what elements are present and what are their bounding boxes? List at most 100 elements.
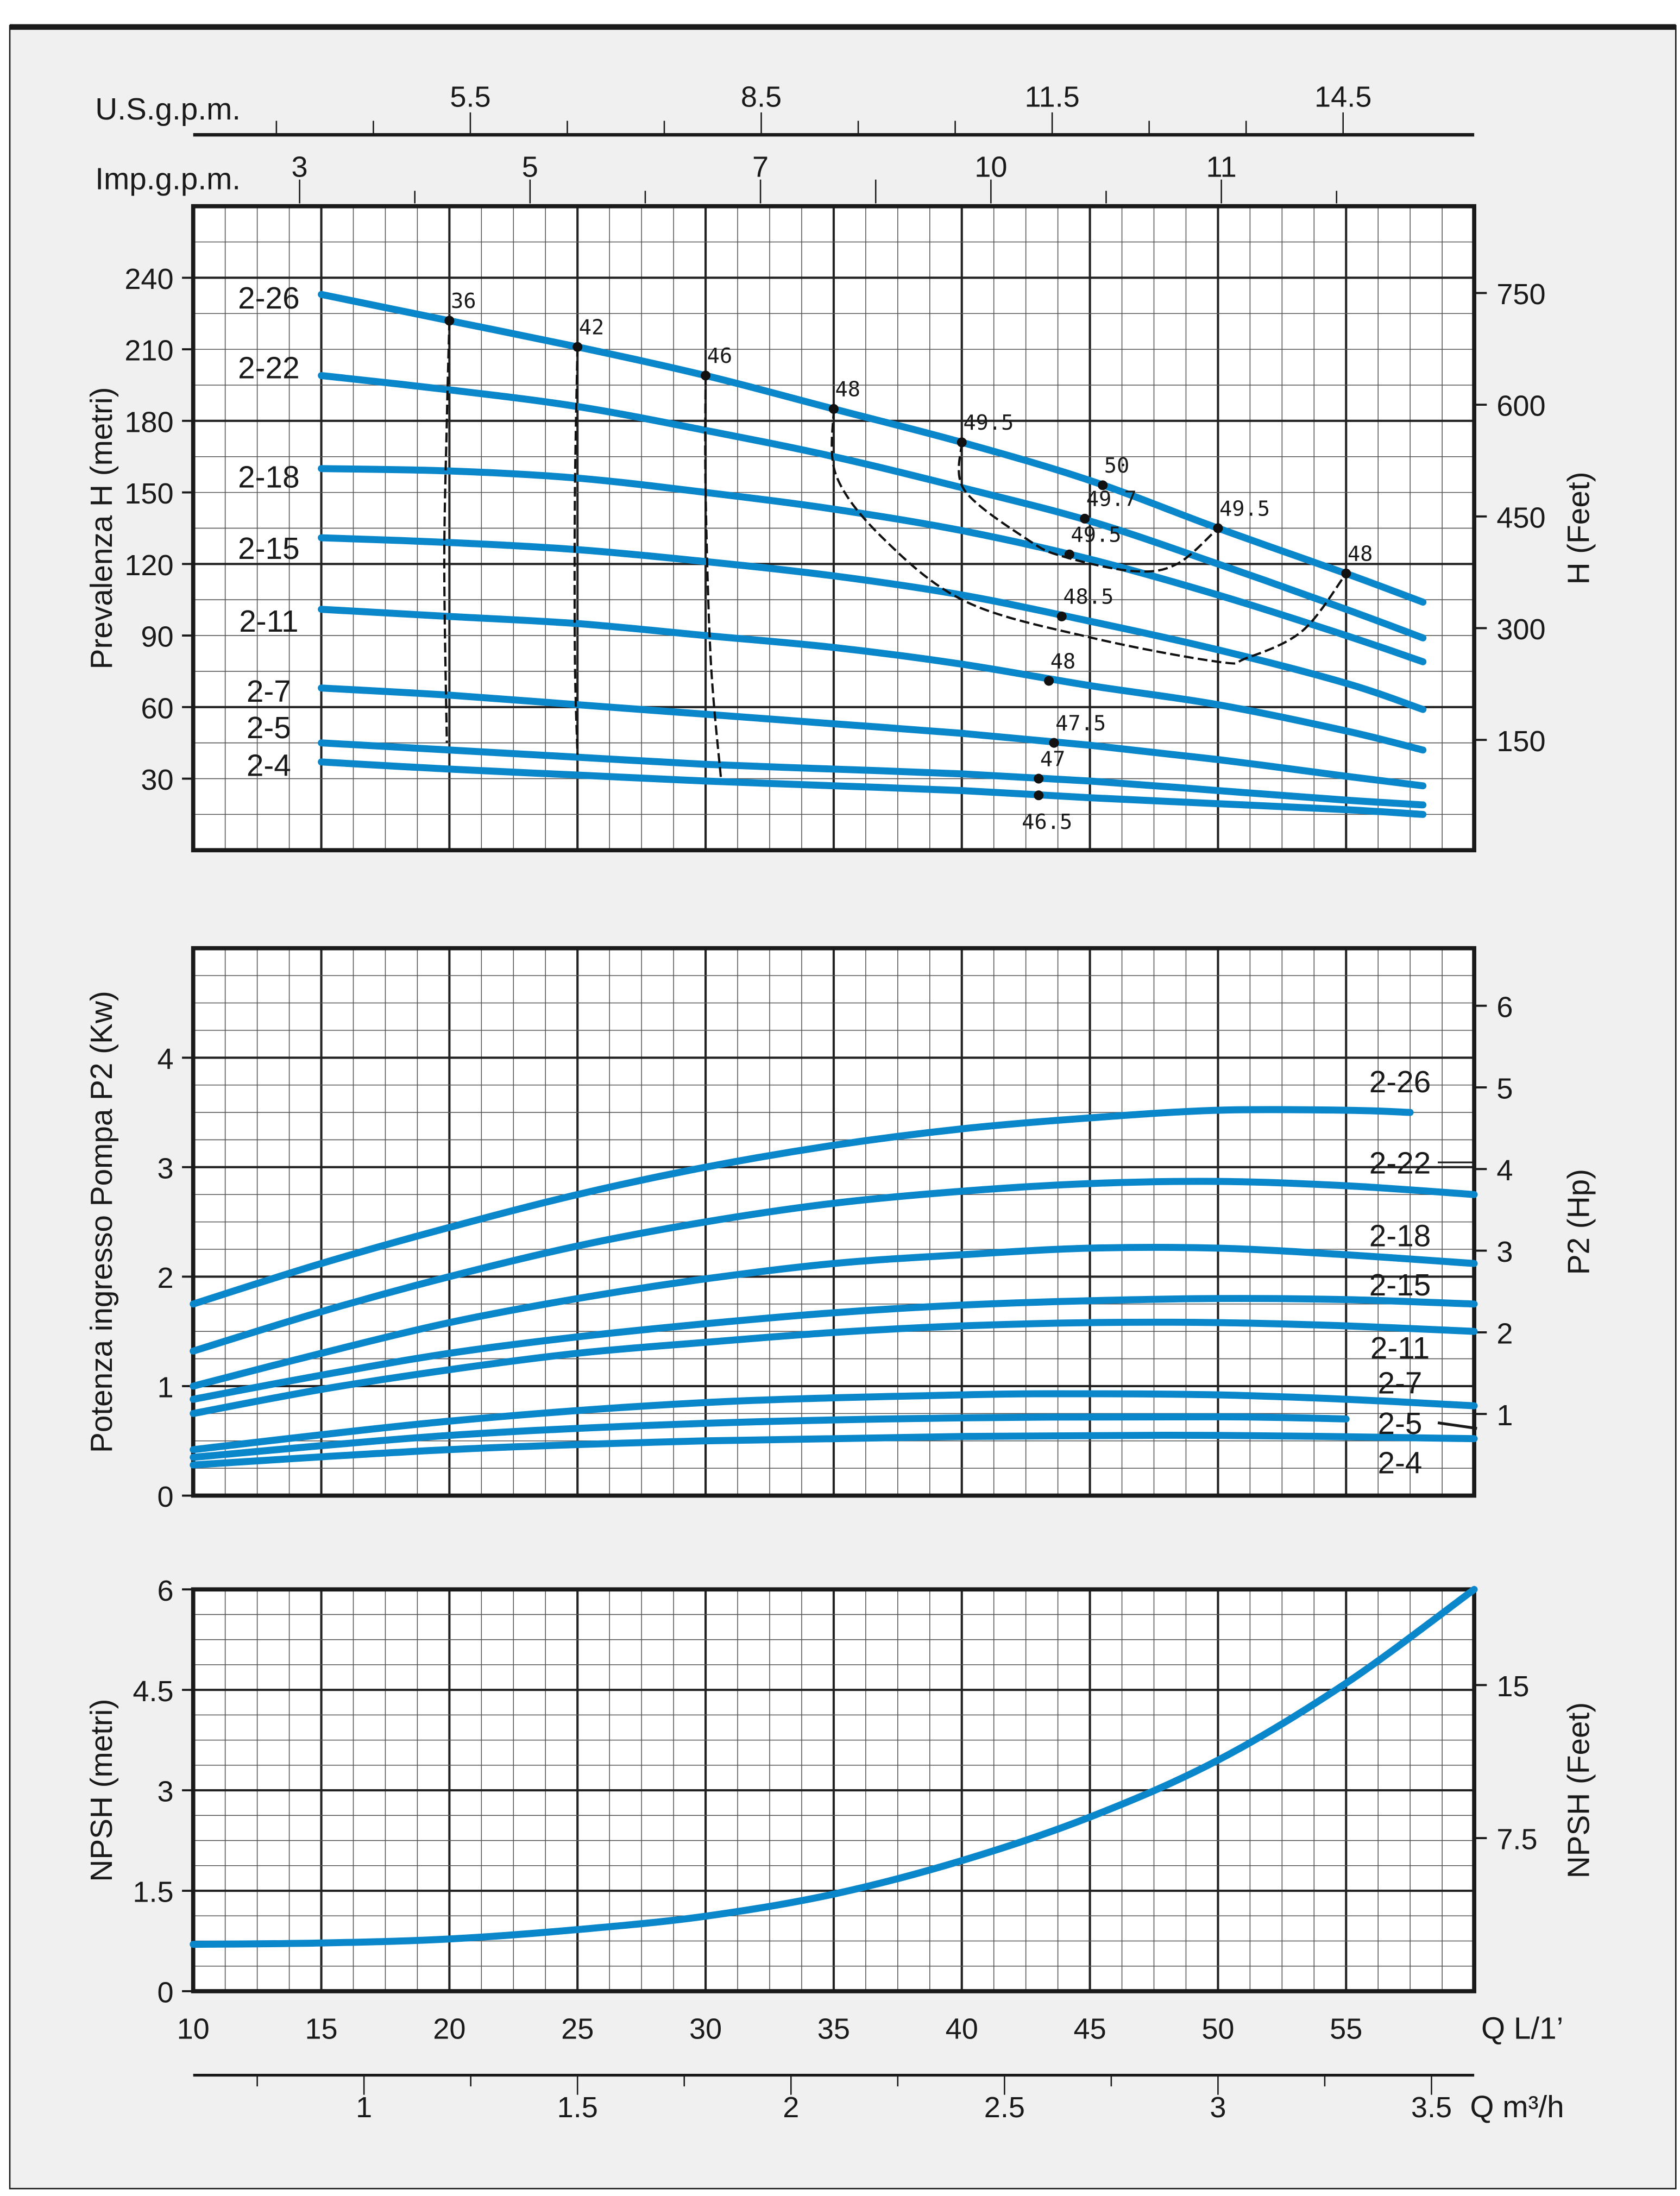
efficiency-point: [1341, 568, 1351, 578]
efficiency-label: 49.5: [1219, 496, 1270, 521]
efficiency-label: 49.7: [1086, 487, 1137, 512]
iso-efficiency-curve: [958, 442, 1219, 573]
curve-2-11: [190, 1318, 1478, 1417]
y2-tick-label: 6: [1496, 991, 1513, 1023]
efficiency-label: 48: [1348, 542, 1373, 567]
y-tick-label: 90: [141, 621, 173, 653]
curve-2-5: [190, 1413, 1350, 1461]
q-m3h-axis-title: Q m³/h: [1470, 2090, 1564, 2124]
q-lmin-tick-label: 40: [946, 2013, 978, 2046]
series-label: 2-11: [239, 605, 298, 639]
y-tick-label: 60: [141, 692, 173, 725]
efficiency-label: 48: [1050, 649, 1076, 674]
y2-axis-title: NPSH (Feet): [1562, 1702, 1596, 1878]
curve-2-11: [318, 606, 1427, 754]
imp-gpm-tick-label: 5: [522, 151, 538, 184]
y2-tick-label: 7.5: [1496, 1823, 1537, 1856]
series-label: 2-15: [238, 532, 299, 566]
imp-gpm-tick-label: 10: [974, 151, 1007, 184]
iso-efficiency-curve: [573, 347, 579, 755]
efficiency-point: [1080, 513, 1090, 524]
y-tick-label: 180: [124, 406, 173, 438]
y2-axis-title: P2 (Hp): [1562, 1169, 1596, 1275]
y-tick-label: 120: [124, 549, 173, 582]
y-tick-label: 6: [158, 1575, 174, 1607]
q-lmin-tick-label: 20: [433, 2013, 465, 2046]
curve-2-7: [318, 684, 1427, 790]
y2-tick-label: 150: [1496, 725, 1545, 758]
efficiency-point: [1044, 676, 1054, 686]
y2-tick-label: 1: [1496, 1399, 1513, 1432]
curve-2-18: [190, 1244, 1478, 1390]
y2-tick-label: 2: [1496, 1318, 1513, 1350]
series-label: 2-18: [238, 461, 299, 495]
efficiency-point: [1098, 480, 1108, 490]
curve-2-4: [190, 1431, 1478, 1469]
y-tick-label: 1.5: [133, 1876, 173, 1909]
efficiency-label: 47: [1040, 747, 1066, 771]
series-label: 2-26: [238, 281, 299, 316]
y-tick-label: 240: [124, 263, 173, 295]
imp-gpm-tick-label: 3: [292, 151, 308, 184]
series-label: 2-15: [1369, 1268, 1431, 1303]
efficiency-point: [701, 370, 711, 381]
q-lmin-tick-label: 15: [305, 2013, 337, 2046]
imp-gpm-tick-label: 7: [752, 151, 769, 184]
curve-2-22: [318, 372, 1427, 641]
us-gpm-tick-label: 14.5: [1314, 81, 1371, 114]
efficiency-label: 48: [835, 377, 860, 402]
y-axis-title: Potenza ingresso Pompa P2 (Kw): [85, 991, 119, 1453]
efficiency-label: 48.5: [1063, 585, 1113, 609]
iso-efficiency-curve: [704, 375, 722, 779]
q-lmin-tick-label: 30: [689, 2013, 722, 2046]
efficiency-point: [1034, 773, 1044, 784]
efficiency-point: [1034, 790, 1044, 801]
y-tick-label: 1: [158, 1371, 174, 1404]
y-tick-label: 4.5: [133, 1675, 173, 1708]
series-label: 2-22: [238, 351, 299, 386]
q-m3h-tick-label: 2.5: [984, 2091, 1025, 2124]
curve-2-5: [318, 739, 1427, 809]
q-m3h-tick-label: 1.5: [557, 2091, 598, 2124]
series-label: 2-5: [1378, 1407, 1423, 1441]
y2-tick-label: 15: [1496, 1670, 1529, 1703]
series-label: 2-11: [1370, 1331, 1430, 1366]
q-m3h-tick-label: 3: [1210, 2091, 1226, 2124]
curve-npsh: [190, 1585, 1478, 1948]
imp-gpm-axis-title: Imp.g.p.m.: [95, 162, 241, 197]
series-label: 2-4: [1378, 1446, 1423, 1480]
iso-efficiency-curve: [443, 320, 451, 743]
us-gpm-tick-label: 8.5: [741, 81, 782, 114]
efficiency-label: 47.5: [1055, 711, 1106, 735]
series-label: 2-18: [1369, 1219, 1431, 1254]
curve-2-26: [318, 291, 1427, 606]
iso-efficiency-curve: [830, 408, 1347, 665]
y-tick-label: 2: [158, 1262, 174, 1294]
series-label: 2-26: [1369, 1065, 1431, 1099]
us-gpm-axis-title: U.S.g.p.m.: [95, 92, 241, 127]
curve-2-26: [190, 1106, 1414, 1308]
y-tick-label: 150: [124, 477, 173, 510]
y2-axis-title: H (Feet): [1562, 472, 1596, 585]
efficiency-label: 36: [451, 289, 476, 313]
efficiency-point: [957, 437, 967, 448]
y-tick-label: 0: [158, 1977, 174, 2009]
y-tick-label: 0: [158, 1481, 174, 1513]
y2-tick-label: 3: [1496, 1236, 1513, 1268]
y2-tick-label: 5: [1496, 1073, 1513, 1105]
y2-tick-label: 300: [1496, 613, 1545, 646]
y-axis-title: Prevalenza H (metri): [85, 387, 119, 670]
q-lmin-tick-label: 25: [561, 2013, 594, 2046]
leader-line: [1437, 1421, 1477, 1430]
efficiency-point: [1213, 523, 1223, 533]
series-label: 2-7: [247, 675, 291, 709]
curve-2-22: [190, 1178, 1478, 1355]
y-tick-label: 3: [158, 1152, 174, 1185]
q-lmin-tick-label: 45: [1073, 2013, 1106, 2046]
plot-border: [191, 204, 1476, 853]
curve-2-15: [190, 1295, 1478, 1403]
efficiency-label: 50: [1104, 454, 1130, 478]
series-label: 2-4: [247, 749, 291, 783]
q-m3h-tick-label: 3.5: [1411, 2091, 1452, 2124]
